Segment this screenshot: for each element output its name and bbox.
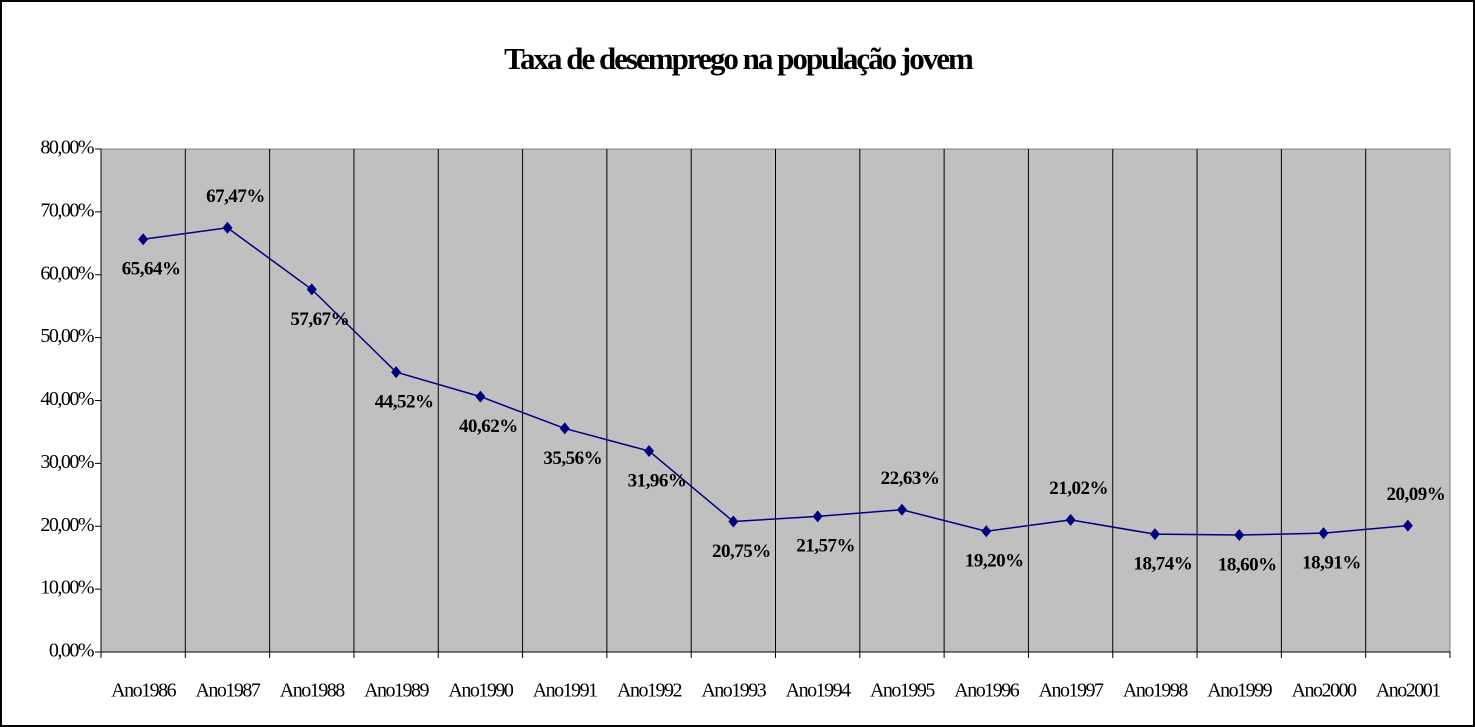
marker: [559, 422, 570, 435]
x-tick-label: Ano1996: [954, 680, 1019, 702]
marker: [391, 366, 402, 379]
x-tick-label: Ano1987: [195, 680, 260, 702]
x-tick-label: Ano1995: [870, 680, 935, 702]
data-label: 18,74%: [1134, 554, 1193, 575]
x-tick-label: Ano2001: [1376, 680, 1440, 702]
marker: [475, 390, 486, 403]
x-tick-label: Ano1990: [448, 680, 513, 702]
y-tick-label: 30,00%: [40, 451, 94, 473]
x-tick-label: Ano1997: [1039, 680, 1104, 702]
data-label: 21,02%: [1049, 478, 1108, 499]
data-label: 18,91%: [1302, 552, 1361, 573]
y-tick-label: 80,00%: [40, 137, 94, 159]
y-tick-label: 0,00%: [49, 640, 94, 662]
y-tick-label: 40,00%: [40, 388, 94, 410]
marker: [1065, 513, 1076, 526]
x-tick-label: Ano1993: [701, 680, 766, 702]
x-tick-label: Ano2000: [1292, 680, 1357, 702]
x-tick-label: Ano1994: [786, 680, 851, 702]
marker: [138, 233, 149, 246]
data-label: 31,96%: [628, 470, 687, 491]
data-label: 21,57%: [796, 536, 855, 557]
x-tick-label: Ano1986: [111, 680, 176, 702]
marker: [306, 283, 317, 296]
marker: [1318, 527, 1329, 540]
data-label: 22,63%: [881, 468, 940, 489]
marker: [1402, 519, 1413, 532]
x-tick-label: Ano1989: [364, 680, 429, 702]
data-label: 20,09%: [1386, 484, 1445, 505]
marker: [1149, 528, 1160, 541]
data-label: 57,67%: [290, 309, 349, 330]
data-label: 44,52%: [375, 391, 434, 412]
x-tick-label: Ano1991: [533, 680, 597, 702]
y-tick-label: 50,00%: [40, 325, 94, 347]
marker: [812, 510, 823, 523]
marker: [981, 525, 992, 538]
y-tick-label: 70,00%: [40, 199, 94, 221]
marker: [644, 445, 655, 458]
x-tick-label: Ano1999: [1207, 680, 1272, 702]
x-tick-label: Ano1988: [280, 680, 345, 702]
data-label: 20,75%: [712, 541, 771, 562]
data-label: 40,62%: [459, 416, 518, 437]
data-label: 67,47%: [206, 186, 265, 207]
marker: [1234, 529, 1245, 542]
data-label: 65,64%: [122, 259, 181, 280]
data-label: 19,20%: [965, 551, 1024, 572]
marker: [728, 515, 739, 528]
x-tick-label: Ano1998: [1123, 680, 1188, 702]
y-tick-label: 60,00%: [40, 262, 94, 284]
y-tick-label: 10,00%: [40, 577, 94, 599]
data-label: 35,56%: [543, 448, 602, 469]
y-tick-label: 20,00%: [40, 514, 94, 536]
data-label: 18,60%: [1218, 554, 1277, 575]
line-series: [143, 226, 1408, 536]
x-tick-label: Ano1992: [617, 680, 681, 702]
chart-title: Taxa de desemprego na população jovem: [504, 41, 974, 76]
marker: [896, 503, 907, 516]
marker: [222, 221, 233, 234]
